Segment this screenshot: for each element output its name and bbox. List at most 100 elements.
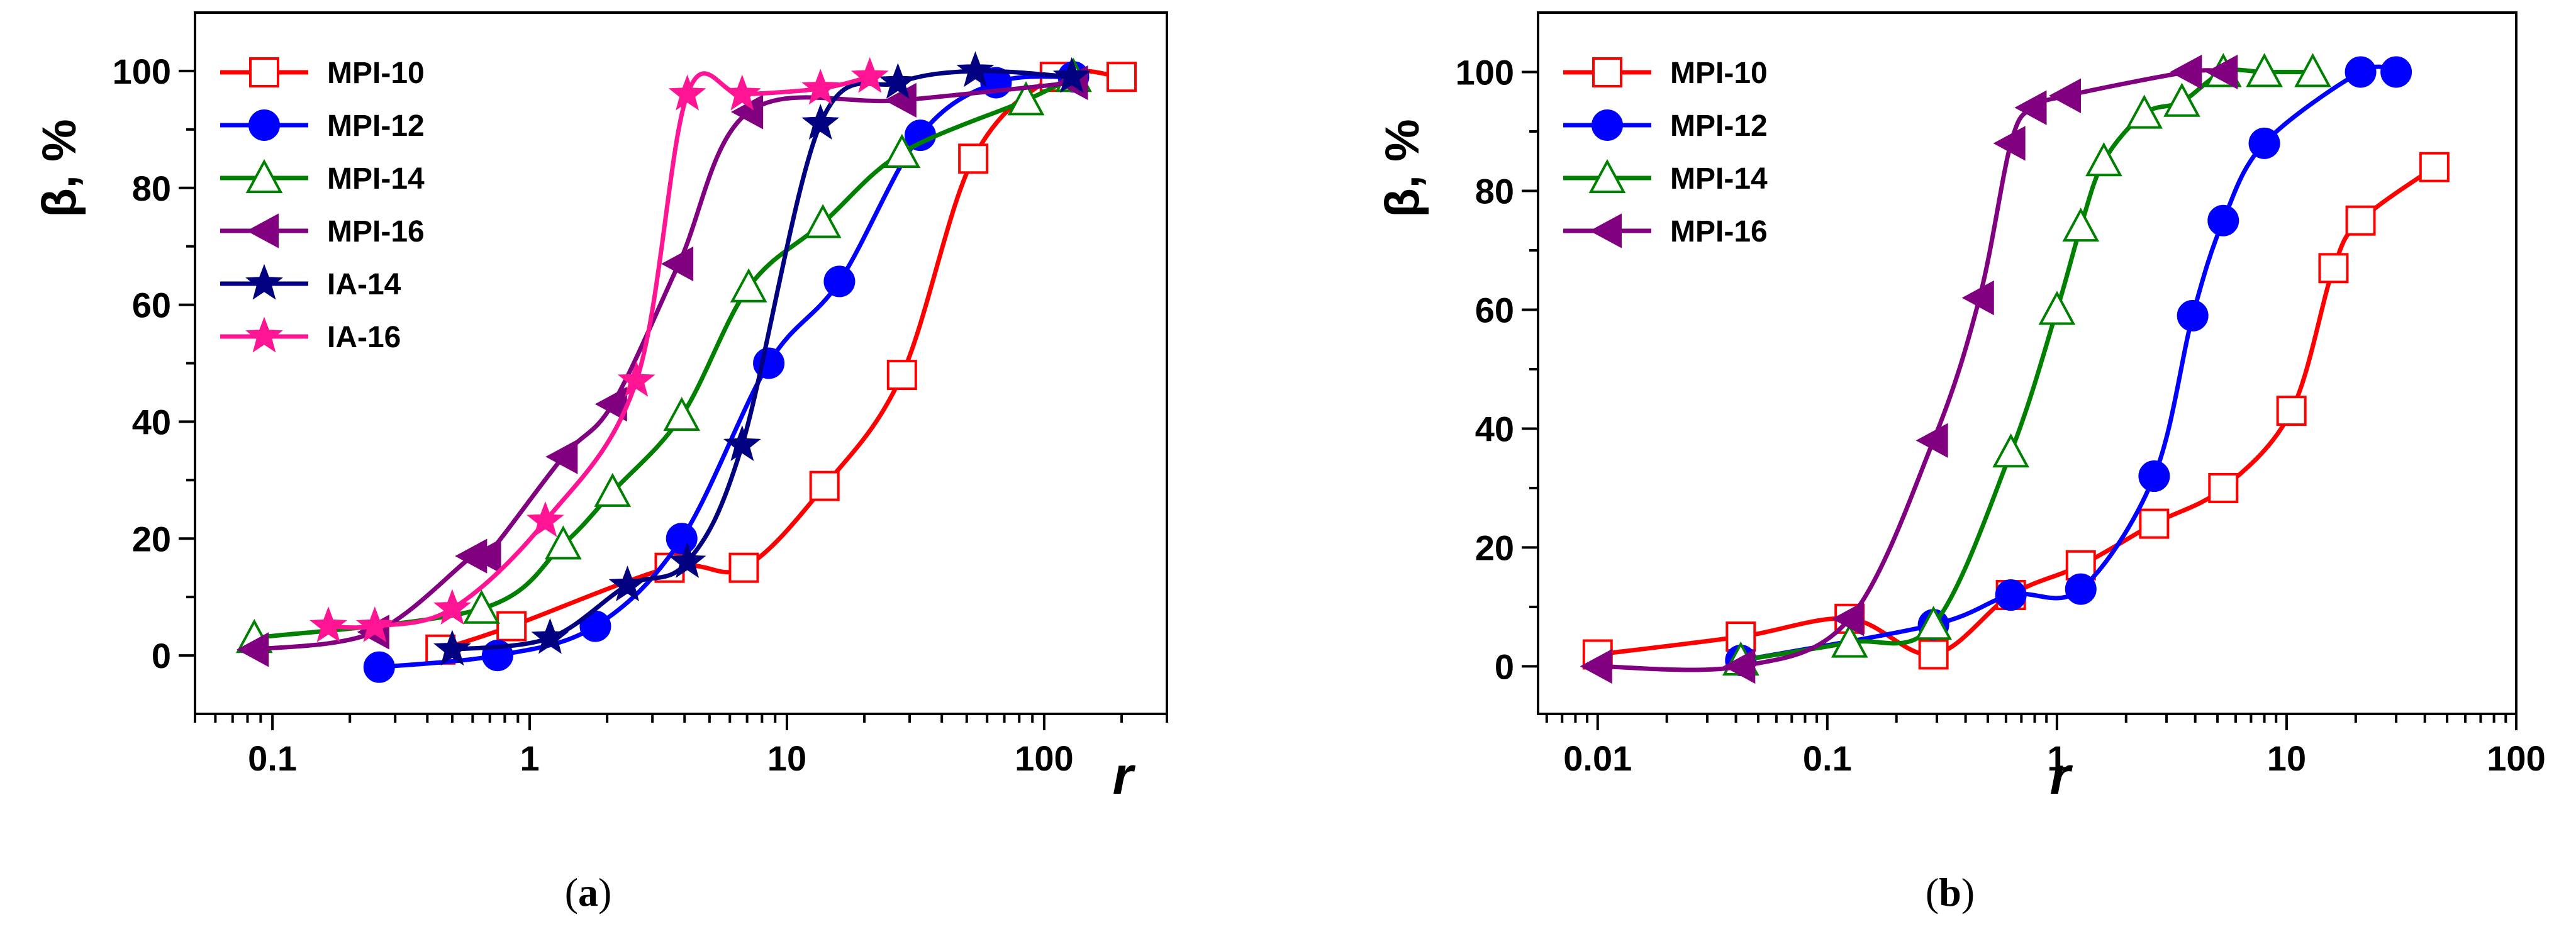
x-tick-label: 100 — [1015, 738, 1073, 778]
legend-label: MPI-10 — [1670, 57, 1768, 90]
series-curve — [252, 74, 1076, 640]
data-point — [363, 651, 395, 683]
data-point — [668, 74, 706, 111]
legend-marker — [248, 109, 280, 141]
data-point — [608, 565, 647, 602]
legend-item: MPI-10 — [1563, 57, 1768, 90]
legend-marker — [1589, 213, 1622, 248]
y-tick-label: 40 — [1475, 409, 1514, 448]
data-point — [1915, 606, 1952, 640]
data-point — [2048, 78, 2082, 113]
data-point — [531, 618, 569, 654]
data-point — [1992, 433, 2029, 468]
series-IA-16 — [309, 57, 889, 643]
data-point — [850, 57, 889, 93]
legend: MPI-10 MPI-12 MPI-14 MPI-16 — [1563, 57, 1768, 248]
data-point — [730, 268, 767, 303]
data-point — [2163, 82, 2200, 117]
y-tick-label: 20 — [1475, 528, 1514, 567]
data-point — [2246, 53, 2283, 87]
series-curve — [326, 71, 873, 630]
data-point — [956, 51, 995, 87]
series-MPI-14 — [1722, 53, 2331, 676]
data-point — [804, 204, 842, 238]
data-point — [886, 360, 917, 391]
data-point — [1961, 280, 1994, 316]
data-point — [1918, 639, 1949, 670]
data-point — [1580, 648, 1612, 684]
legend-item: MPI-10 — [220, 57, 425, 90]
data-point — [1832, 601, 1865, 637]
legend-marker — [245, 159, 283, 193]
x-tick-label: 0.1 — [1803, 738, 1852, 778]
data-point — [2126, 94, 2163, 129]
data-point — [904, 120, 936, 152]
data-point — [668, 542, 706, 578]
legend-label: MPI-12 — [1670, 109, 1768, 143]
y-tick-label: 60 — [132, 286, 171, 325]
data-point — [617, 360, 655, 397]
series-curve — [1738, 67, 2315, 663]
legend-marker — [1592, 57, 1622, 87]
x-tick-label: 100 — [2487, 738, 2545, 778]
legend-item: IA-14 — [220, 264, 401, 301]
series-curve — [1595, 68, 2226, 672]
legend-marker — [245, 316, 283, 353]
data-point — [469, 538, 501, 574]
series-MPI-14 — [235, 58, 1092, 654]
legend-marker — [249, 57, 279, 87]
data-point — [2014, 90, 2047, 125]
y-tick-label: 80 — [132, 169, 171, 208]
data-point — [2062, 207, 2100, 242]
data-point — [433, 630, 471, 666]
legend-item: IA-16 — [220, 316, 401, 354]
legend-label: MPI-12 — [327, 109, 425, 143]
data-point — [355, 606, 394, 643]
x-tick-label: 1 — [520, 738, 539, 778]
y-tick-label: 0 — [1495, 647, 1514, 686]
data-point — [2065, 573, 2097, 605]
data-point — [661, 246, 694, 282]
series-MPI-12 — [1725, 56, 2412, 676]
data-point — [1052, 57, 1091, 93]
data-point — [2345, 205, 2376, 236]
legend-marker — [1588, 159, 1626, 193]
data-point — [723, 425, 761, 462]
legend: MPI-10 MPI-12 MPI-14 MPI-16 IA-14 IA-16 — [220, 57, 425, 354]
data-point — [2177, 299, 2209, 331]
data-point — [496, 611, 527, 642]
data-point — [2208, 472, 2239, 503]
series-IA-14 — [433, 51, 1091, 666]
legend-label: IA-16 — [327, 321, 401, 354]
y-tick-label: 60 — [1475, 290, 1514, 330]
data-point — [463, 589, 500, 624]
legend-label: MPI-16 — [327, 215, 425, 248]
data-point — [1915, 423, 1948, 459]
data-point — [1007, 81, 1045, 116]
x-tick-label: 0.01 — [1563, 738, 1632, 778]
data-point — [526, 501, 564, 537]
x-tick-label: 1 — [2047, 738, 2066, 778]
y-tick-label: 40 — [132, 402, 171, 442]
legend-marker — [1592, 109, 1623, 141]
series-curve — [450, 69, 1074, 652]
y-axis-label: β, % — [33, 119, 86, 217]
data-point — [237, 632, 269, 667]
plot-frame — [1537, 11, 2517, 715]
legend-label: MPI-14 — [327, 162, 425, 196]
data-point — [2207, 204, 2239, 236]
x-tick-label: 10 — [2267, 738, 2306, 778]
x-tick-label: 10 — [767, 738, 806, 778]
data-point — [728, 552, 759, 583]
data-point — [545, 439, 578, 474]
data-point — [309, 606, 347, 643]
data-point — [666, 523, 698, 555]
legend-item: MPI-16 — [220, 213, 425, 248]
legend-label: MPI-14 — [1670, 162, 1768, 196]
y-tick-label: 100 — [1456, 52, 1514, 92]
data-point — [1993, 126, 2026, 161]
panel-caption: (b) — [1926, 870, 1975, 915]
data-point — [2276, 396, 2307, 426]
